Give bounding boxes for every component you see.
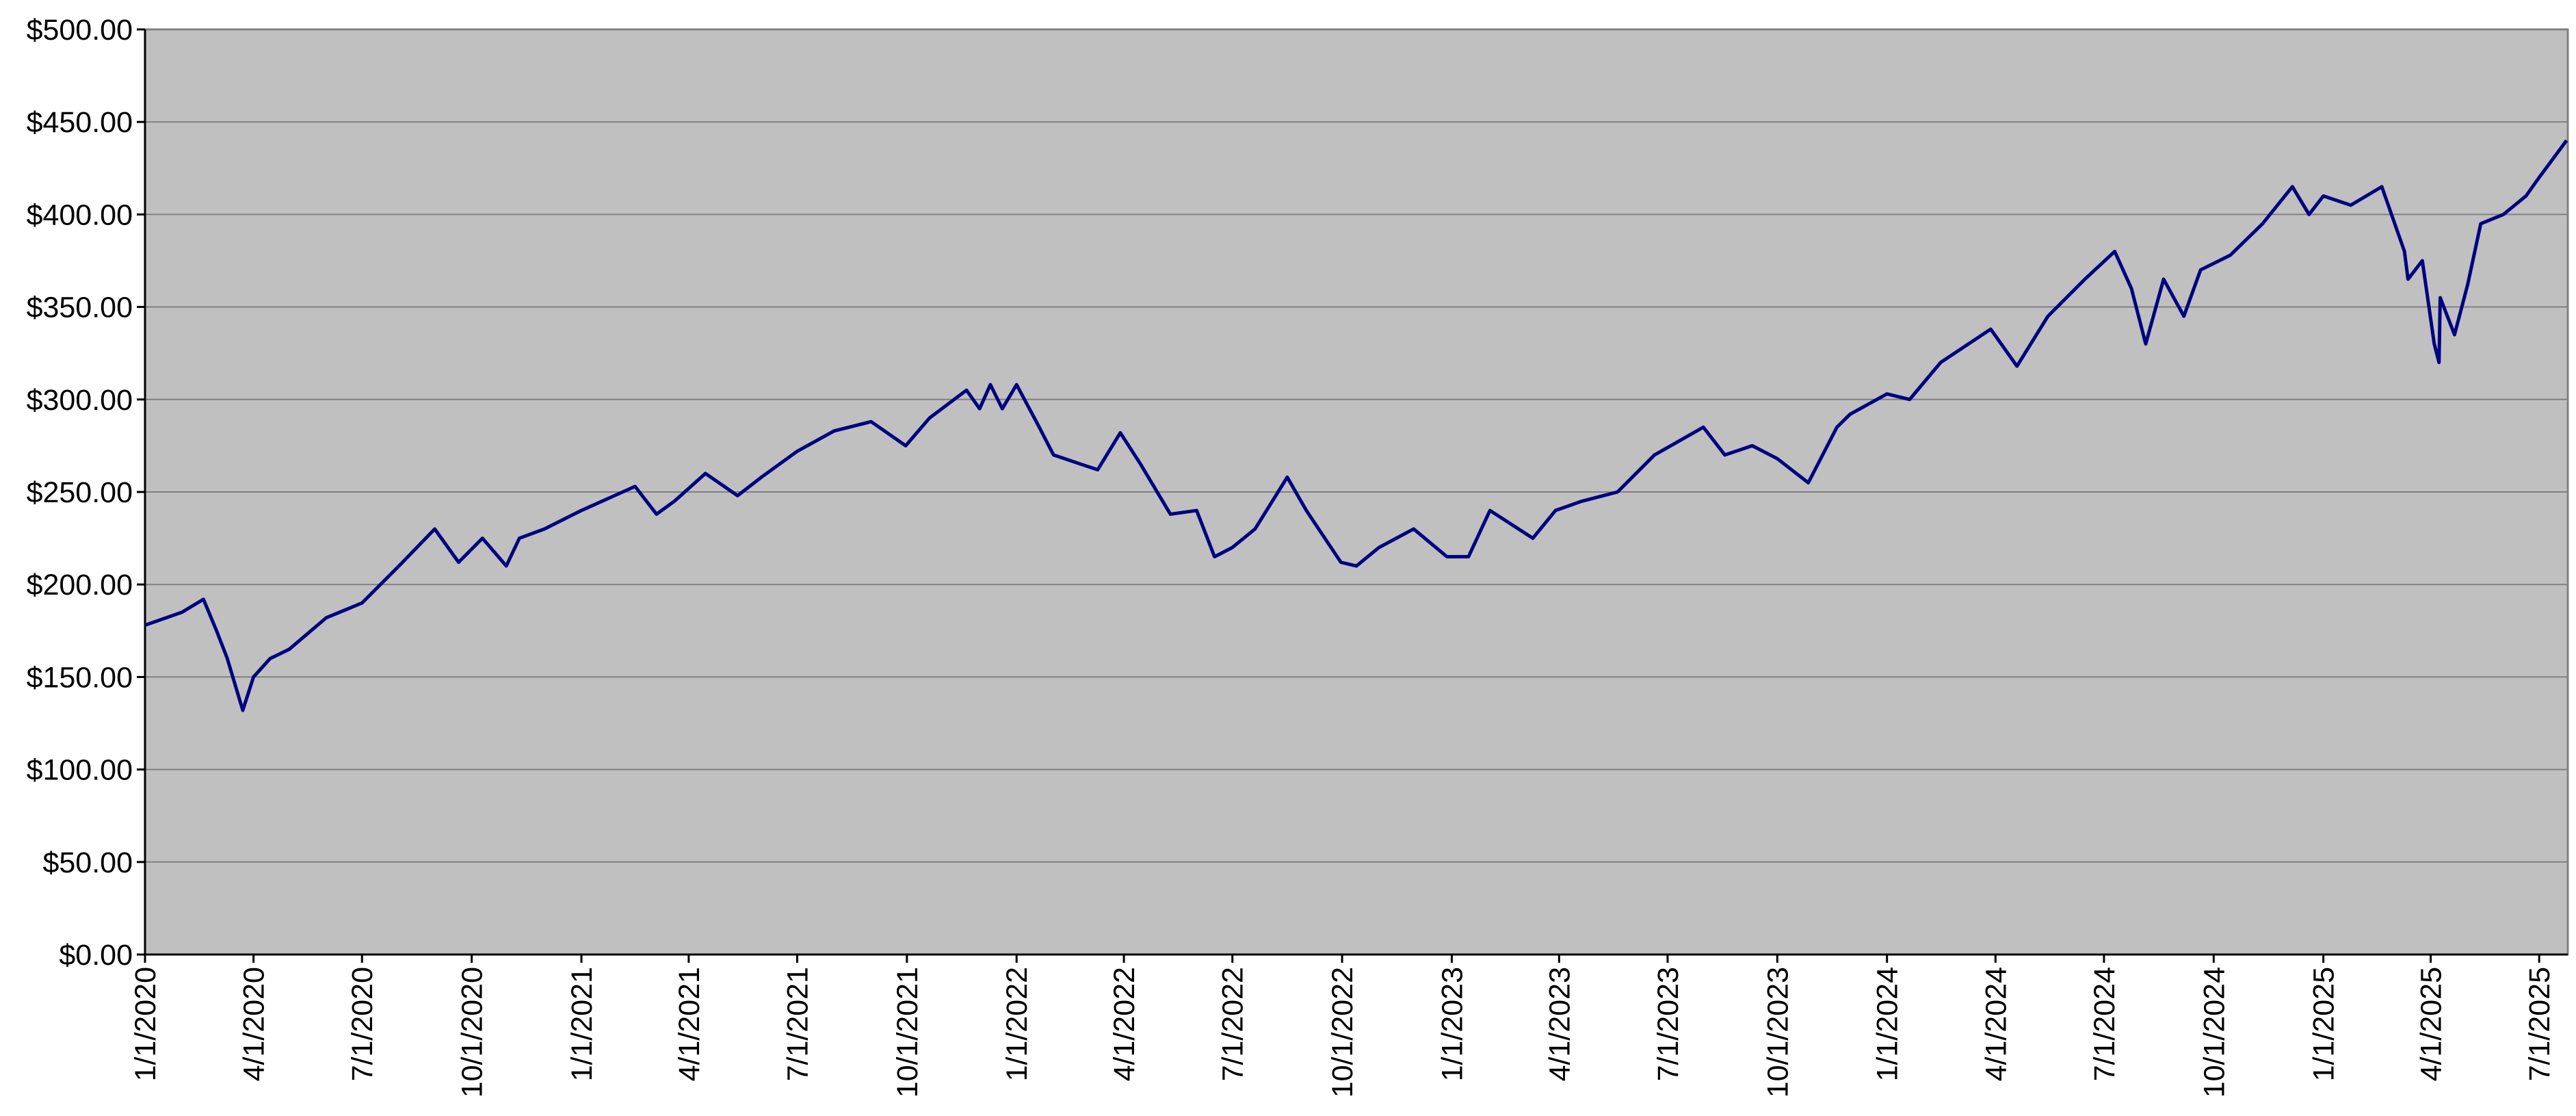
x-tick-label: 4/1/2025 <box>2415 967 2448 1081</box>
x-tick-label: 4/1/2024 <box>1980 967 2012 1081</box>
x-tick-label: 4/1/2021 <box>673 967 706 1081</box>
x-tick-label: 4/1/2023 <box>1543 967 1576 1081</box>
y-tick-label: $100.00 <box>27 754 133 787</box>
y-tick-label: $200.00 <box>27 569 133 601</box>
y-tick-label: $0.00 <box>59 939 133 972</box>
x-tick-label: 1/1/2025 <box>2308 967 2341 1081</box>
y-tick-label: $450.00 <box>27 106 133 139</box>
x-tick-label: 7/1/2025 <box>2523 967 2556 1081</box>
x-tick-label: 7/1/2024 <box>2088 967 2121 1081</box>
y-tick-label: $350.00 <box>27 291 133 324</box>
x-tick-label: 4/1/2020 <box>238 967 271 1081</box>
x-tick-label: 10/1/2020 <box>456 967 489 1098</box>
y-tick-label: $500.00 <box>27 14 133 47</box>
y-tick-label: $150.00 <box>27 661 133 694</box>
x-tick-label: 1/1/2023 <box>1436 967 1469 1081</box>
price-line <box>144 139 2568 712</box>
y-tick-label: $50.00 <box>42 846 133 879</box>
x-tick-label: 1/1/2020 <box>129 967 162 1081</box>
x-tick-label: 1/1/2024 <box>1871 967 1904 1081</box>
x-tick-label: 7/1/2022 <box>1217 967 1250 1081</box>
y-tick-label: $250.00 <box>27 476 133 509</box>
y-tick-label: $400.00 <box>27 198 133 231</box>
x-tick-label: 7/1/2023 <box>1652 967 1685 1081</box>
x-tick-label: 1/1/2021 <box>566 967 599 1081</box>
x-tick-label: 10/1/2024 <box>2198 967 2231 1098</box>
x-tick-label: 10/1/2023 <box>1761 967 1794 1098</box>
x-tick-label: 7/1/2020 <box>346 967 379 1081</box>
x-tick-label: 10/1/2022 <box>1326 967 1359 1098</box>
y-tick-label: $300.00 <box>27 384 133 417</box>
x-tick-label: 7/1/2021 <box>781 967 814 1081</box>
x-tick-label: 1/1/2022 <box>1001 967 1034 1081</box>
x-tick-label: 4/1/2022 <box>1108 967 1141 1081</box>
x-tick-label: 10/1/2021 <box>891 967 924 1098</box>
